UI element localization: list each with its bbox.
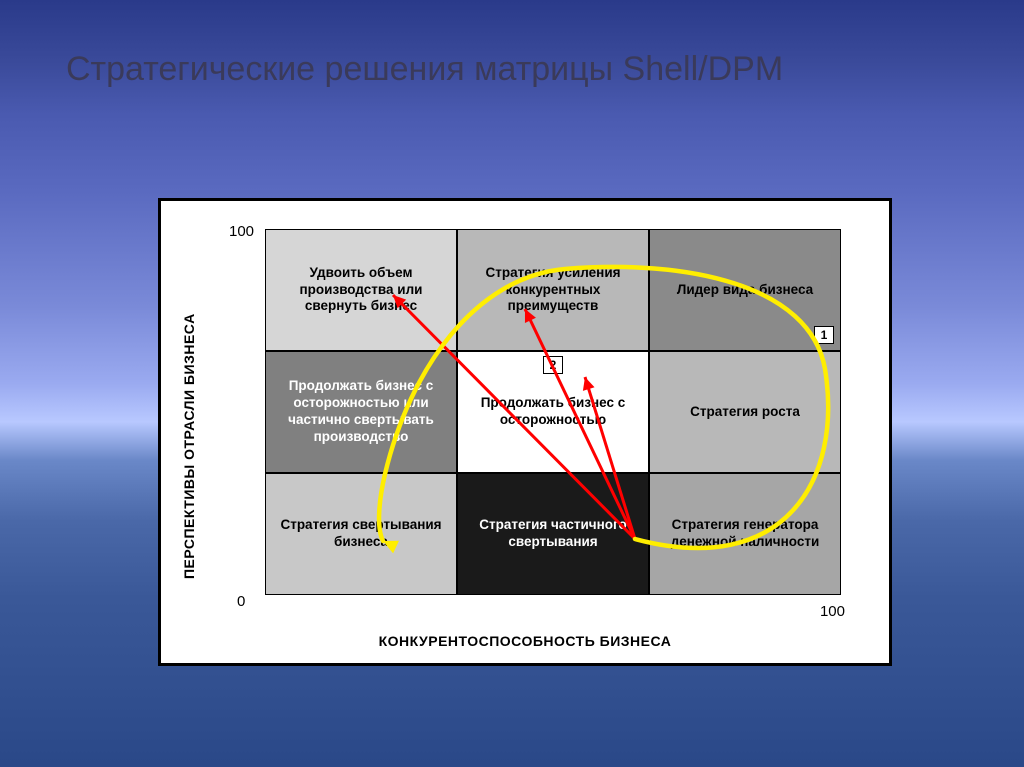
matrix-cell-c11: Продолжать бизнес с осторожностью 2 bbox=[457, 351, 649, 473]
cell-label: Стратегия генератора денежной наличности bbox=[656, 517, 834, 551]
cell-badge: 2 bbox=[543, 356, 563, 374]
y-axis-label: ПЕРСПЕКТИВЫ ОТРАСЛИ БИЗНЕСА bbox=[181, 313, 197, 579]
cell-label: Удвоить объем производства или свернуть … bbox=[272, 265, 450, 316]
matrix-canvas: ПЕРСПЕКТИВЫ ОТРАСЛИ БИЗНЕСА КОНКУРЕНТОСП… bbox=[167, 207, 883, 657]
x-axis-label: КОНКУРЕНТОСПОСОБНОСТЬ БИЗНЕСА bbox=[167, 633, 883, 649]
cell-label: Продолжать бизнес с осторожностью или ча… bbox=[272, 378, 450, 446]
cell-label: Стратегия частичного свертывания bbox=[464, 517, 642, 551]
y-tick-max: 100 bbox=[229, 223, 254, 240]
cell-label: Стратегия роста bbox=[690, 404, 800, 421]
cell-label: Стратегия свертывания бизнеса bbox=[272, 517, 450, 551]
matrix-cell-c21: Стратегия частичного свертывания bbox=[457, 473, 649, 595]
matrix-cell-c02: Лидер вида бизнеса 1 bbox=[649, 229, 841, 351]
cell-label: Продолжать бизнес с осторожностью bbox=[464, 395, 642, 429]
matrix-cell-c20: Стратегия свертывания бизнеса bbox=[265, 473, 457, 595]
page-title: Стратегические решения матрицы Shell/DPM bbox=[0, 0, 900, 91]
cell-label: Лидер вида бизнеса bbox=[677, 282, 813, 299]
matrix-cell-c12: Стратегия роста bbox=[649, 351, 841, 473]
cell-label: Стратегия усиления конкурентных преимуще… bbox=[464, 265, 642, 316]
x-tick-max: 100 bbox=[820, 603, 845, 620]
matrix-frame: ПЕРСПЕКТИВЫ ОТРАСЛИ БИЗНЕСА КОНКУРЕНТОСП… bbox=[158, 198, 892, 666]
matrix-cell-c10: Продолжать бизнес с осторожностью или ча… bbox=[265, 351, 457, 473]
origin-tick: 0 bbox=[237, 593, 245, 610]
matrix-cell-c01: Стратегия усиления конкурентных преимуще… bbox=[457, 229, 649, 351]
matrix-cell-c22: Стратегия генератора денежной наличности bbox=[649, 473, 841, 595]
matrix-grid: Удвоить объем производства или свернуть … bbox=[265, 229, 841, 595]
matrix-cell-c00: Удвоить объем производства или свернуть … bbox=[265, 229, 457, 351]
cell-badge: 1 bbox=[814, 326, 834, 344]
